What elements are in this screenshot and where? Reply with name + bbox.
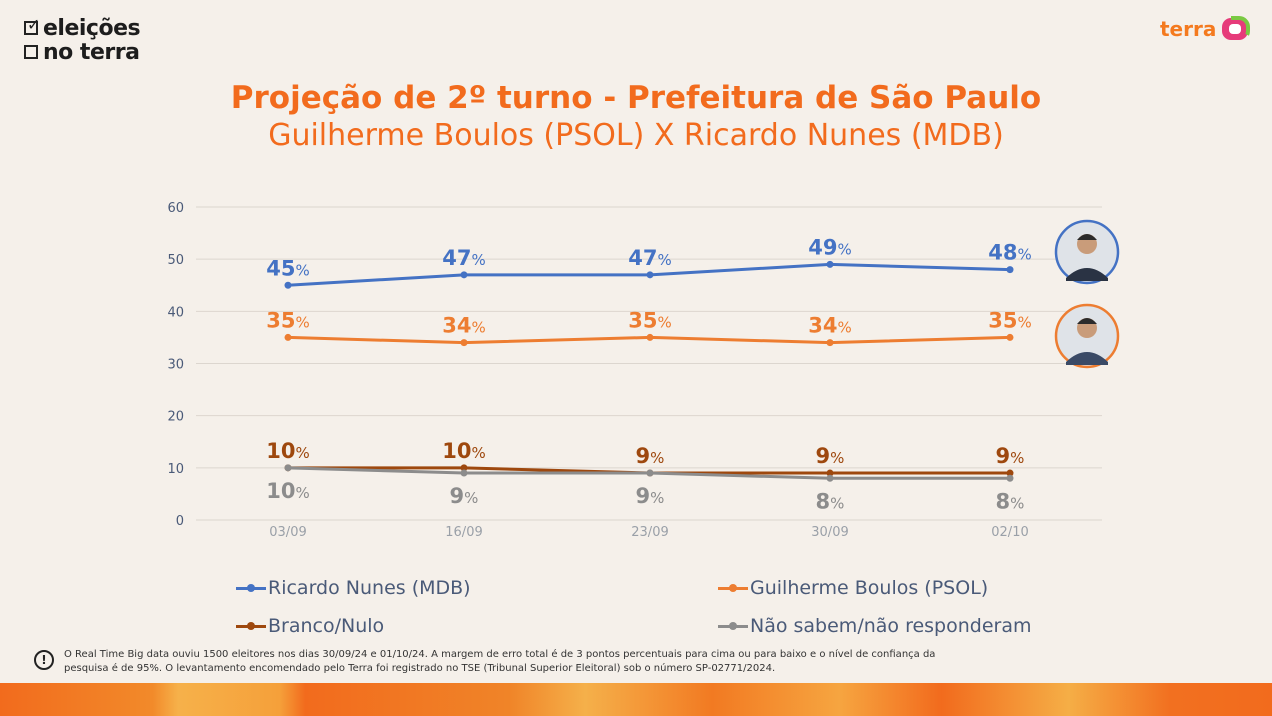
data-point <box>1006 266 1014 274</box>
legend-marker-orange <box>718 581 748 595</box>
data-label: 47% <box>442 246 486 270</box>
data-point <box>646 271 654 279</box>
y-tick-label: 40 <box>167 305 184 320</box>
y-tick-label: 50 <box>167 253 184 268</box>
data-point <box>826 339 834 347</box>
legend-label: Guilherme Boulos (PSOL) <box>750 577 989 599</box>
data-label: 47% <box>628 246 672 270</box>
data-label: 10% <box>266 479 310 503</box>
data-label: 9% <box>816 444 845 468</box>
data-point <box>460 469 468 477</box>
footer-bar <box>0 683 1272 716</box>
x-tick-label: 23/09 <box>631 525 668 540</box>
eleicoes-logo: ✓ eleições no terra <box>24 15 141 65</box>
terra-logo: terra <box>1160 16 1251 42</box>
data-point <box>1006 469 1014 477</box>
legend-item-ricardo-nunes: Ricardo Nunes (MDB) <box>236 577 471 599</box>
data-point <box>284 333 292 341</box>
y-tick-label: 0 <box>176 514 184 529</box>
data-label: 8% <box>996 489 1025 513</box>
y-tick-label: 10 <box>167 462 184 477</box>
data-label: 35% <box>266 308 310 332</box>
legend-label: Branco/Nulo <box>268 615 385 637</box>
x-tick-label: 02/10 <box>991 525 1028 540</box>
data-label: 9% <box>450 484 479 508</box>
data-label: 35% <box>988 308 1032 332</box>
legend-item-nao-sabem: Não sabem/não responderam <box>718 615 1032 637</box>
data-label: 49% <box>808 235 852 259</box>
data-label: 45% <box>266 256 310 280</box>
data-label: 9% <box>636 484 665 508</box>
data-label: 9% <box>636 444 665 468</box>
data-label: 10% <box>266 439 310 463</box>
terra-logo-text: terra <box>1160 17 1217 41</box>
data-point <box>646 333 654 341</box>
legend-label: Ricardo Nunes (MDB) <box>268 577 471 599</box>
data-label: 34% <box>442 314 486 338</box>
legend-marker-blue <box>236 581 266 595</box>
data-label: 48% <box>988 241 1032 265</box>
info-icon: ! <box>34 650 54 670</box>
data-point <box>460 271 468 279</box>
data-point <box>284 281 292 289</box>
avatar-guilherme-boulos <box>1054 303 1120 369</box>
data-point <box>826 260 834 268</box>
methodology-note: ! O Real Time Big data ouviu 1500 eleito… <box>34 648 944 676</box>
y-tick-label: 30 <box>167 358 184 373</box>
y-tick-label: 20 <box>167 410 184 425</box>
methodology-text: O Real Time Big data ouviu 1500 eleitore… <box>64 649 936 674</box>
y-tick-label: 60 <box>167 201 184 216</box>
legend-marker-gray <box>718 619 748 633</box>
data-label: 9% <box>996 444 1025 468</box>
data-label: 35% <box>628 308 672 332</box>
chart-title: Projeção de 2º turno - Prefeitura de São… <box>230 80 1042 116</box>
data-label: 34% <box>808 314 852 338</box>
legend-label: Não sabem/não responderam <box>750 615 1032 637</box>
legend-marker-brown <box>236 619 266 633</box>
data-label: 8% <box>816 489 845 513</box>
data-point <box>460 339 468 347</box>
data-label: 10% <box>442 439 486 463</box>
checkbox-checked-icon: ✓ <box>24 17 40 35</box>
logo-line-1: eleições <box>43 15 141 41</box>
data-point <box>646 469 654 477</box>
data-point <box>826 474 834 482</box>
data-point <box>1006 474 1014 482</box>
data-point <box>826 469 834 477</box>
legend-item-guilherme-boulos: Guilherme Boulos (PSOL) <box>718 577 988 599</box>
x-tick-label: 30/09 <box>811 525 848 540</box>
data-point <box>460 464 468 472</box>
x-tick-label: 03/09 <box>269 525 306 540</box>
x-tick-label: 16/09 <box>445 525 482 540</box>
data-point <box>1006 333 1014 341</box>
data-point <box>284 464 292 472</box>
line-chart: 0 10 20 30 40 50 60 03/09 16/09 23/09 30/09 02/10 4… <box>167 201 1120 540</box>
checkbox-empty-icon <box>24 45 38 59</box>
legend-item-branco-nulo: Branco/Nulo <box>236 615 384 637</box>
logo-line-2: no terra <box>43 39 140 65</box>
avatar-ricardo-nunes <box>1054 219 1120 285</box>
terra-logo-icon <box>1220 16 1251 42</box>
chart-subtitle: Guilherme Boulos (PSOL) X Ricardo Nunes … <box>268 118 1004 153</box>
